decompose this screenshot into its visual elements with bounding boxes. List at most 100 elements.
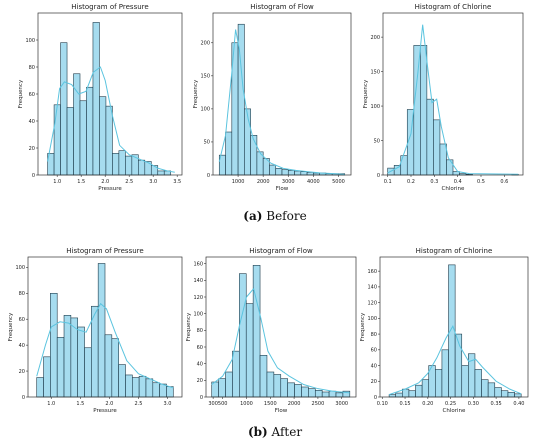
histogram-bar <box>481 379 489 398</box>
histogram-bar <box>152 382 160 398</box>
kde-line <box>218 29 345 175</box>
histogram-bar <box>43 356 51 398</box>
x-tick-label: 0.25 <box>445 401 456 407</box>
histogram-bar <box>63 315 72 398</box>
y-tick-label: 200 <box>370 35 380 41</box>
chart-title: Histogram of Pressure <box>71 3 148 11</box>
y-tick-label: 0 <box>374 395 377 401</box>
histogram-bar <box>461 365 469 398</box>
x-axis-label: Flow <box>275 408 288 414</box>
y-tick-label: 0 <box>377 173 380 179</box>
histogram-bar <box>86 86 94 176</box>
histogram-bar <box>159 383 167 398</box>
caption-b: (b) After <box>248 425 302 439</box>
y-tick-label: 40 <box>197 361 203 367</box>
x-tick-label: 1.5 <box>76 401 84 407</box>
chart-title: Histogram of Chlorine <box>415 3 492 11</box>
x-tick-label: 1500 <box>264 401 277 407</box>
y-tick-label: 100 <box>25 38 35 44</box>
x-tick-label: 3000 <box>282 179 295 185</box>
x-tick-label: 0.6 <box>500 179 508 185</box>
kde-line <box>211 287 350 394</box>
y-tick-label: 80 <box>29 65 35 71</box>
x-axis-label: Pressure <box>98 186 122 192</box>
x-tick-label: 1.5 <box>77 179 85 185</box>
x-axis-label: Flow <box>276 186 289 192</box>
x-tick-label: 0.20 <box>422 401 433 407</box>
y-tick-label: 40 <box>19 343 25 349</box>
x-tick-label: 0.4 <box>454 179 462 185</box>
x-axis-label: Pressure <box>93 408 117 414</box>
histogram-bar <box>273 374 282 398</box>
histogram-bar <box>441 349 449 398</box>
histogram-bar <box>50 292 58 398</box>
histogram-bar <box>250 135 258 176</box>
histogram-bar <box>252 265 261 398</box>
histogram-bar <box>266 371 275 398</box>
y-axis-label: Frequency <box>18 79 24 108</box>
x-tick-label: 0.3 <box>430 179 438 185</box>
histogram-bar <box>104 334 113 398</box>
x-tick-label: 3.0 <box>163 401 171 407</box>
histogram-bar <box>84 347 92 398</box>
x-tick-label: 3.0 <box>149 179 157 185</box>
y-axis-label: Frequency <box>8 312 14 341</box>
histogram-bar <box>402 388 410 398</box>
histogram-bar <box>112 153 120 176</box>
plot-frame <box>212 12 352 176</box>
kde-line <box>387 24 519 175</box>
plot-frame <box>27 256 183 398</box>
y-tick-label: 20 <box>197 378 203 384</box>
histogram-bar <box>225 371 233 398</box>
caption-a: (a) Before <box>243 209 306 223</box>
y-tick-label: 100 <box>367 316 377 322</box>
histogram-bar <box>439 143 447 176</box>
histogram-bar <box>294 170 302 176</box>
histogram-bar <box>435 369 443 398</box>
histogram-bar <box>259 355 268 398</box>
y-axis-label: Frequency <box>186 312 192 341</box>
histogram-bar <box>138 375 147 398</box>
histogram-bar <box>225 131 233 176</box>
chart-4: Histogram of Pressure 1.0 1.5 2.0 2.5 3.0 0 20 4… <box>8 247 183 414</box>
histogram-bar <box>56 337 65 398</box>
y-tick-label: 0 <box>200 395 203 401</box>
histogram-bar <box>118 150 126 176</box>
x-tick-label: 2.5 <box>125 179 133 185</box>
x-tick-label: 1000 <box>232 179 245 185</box>
histogram-bar <box>145 378 154 398</box>
x-tick-label: 1.0 <box>53 179 61 185</box>
plot-frame <box>382 12 524 176</box>
chart-title: Histogram of Flow <box>249 247 313 255</box>
y-tick-label: 40 <box>371 363 377 369</box>
histogram-bar <box>118 364 126 398</box>
chart-title: Histogram of Pressure <box>66 247 143 255</box>
y-tick-label: 20 <box>29 146 35 152</box>
histogram-bar <box>514 393 522 398</box>
histogram-bar <box>294 384 302 398</box>
histogram-bar <box>77 326 85 398</box>
histogram-bar <box>306 172 314 176</box>
histogram-bar <box>314 390 323 398</box>
caption-b-letter: (b) <box>248 425 268 439</box>
y-tick-label: 60 <box>197 345 203 351</box>
histogram-bar <box>280 378 288 398</box>
histogram-bar <box>321 391 330 398</box>
histogram-bar <box>269 164 277 176</box>
histogram-bar <box>395 392 403 398</box>
chart-title: Histogram of Flow <box>250 3 314 11</box>
y-axis-label: Frequency <box>360 312 366 341</box>
histogram-bar <box>150 165 159 176</box>
plot-frame <box>205 256 357 398</box>
y-tick-label: 120 <box>193 295 203 301</box>
y-tick-label: 50 <box>374 138 380 144</box>
x-tick-label: 2.0 <box>105 401 113 407</box>
histogram-bar <box>99 96 107 176</box>
y-tick-label: 100 <box>15 265 25 271</box>
histogram-bar <box>66 107 74 176</box>
histogram-bar <box>111 338 119 398</box>
chart-title: Histogram of Chlorine <box>416 247 493 255</box>
y-tick-label: 60 <box>371 348 377 354</box>
histogram-bar <box>388 394 397 398</box>
